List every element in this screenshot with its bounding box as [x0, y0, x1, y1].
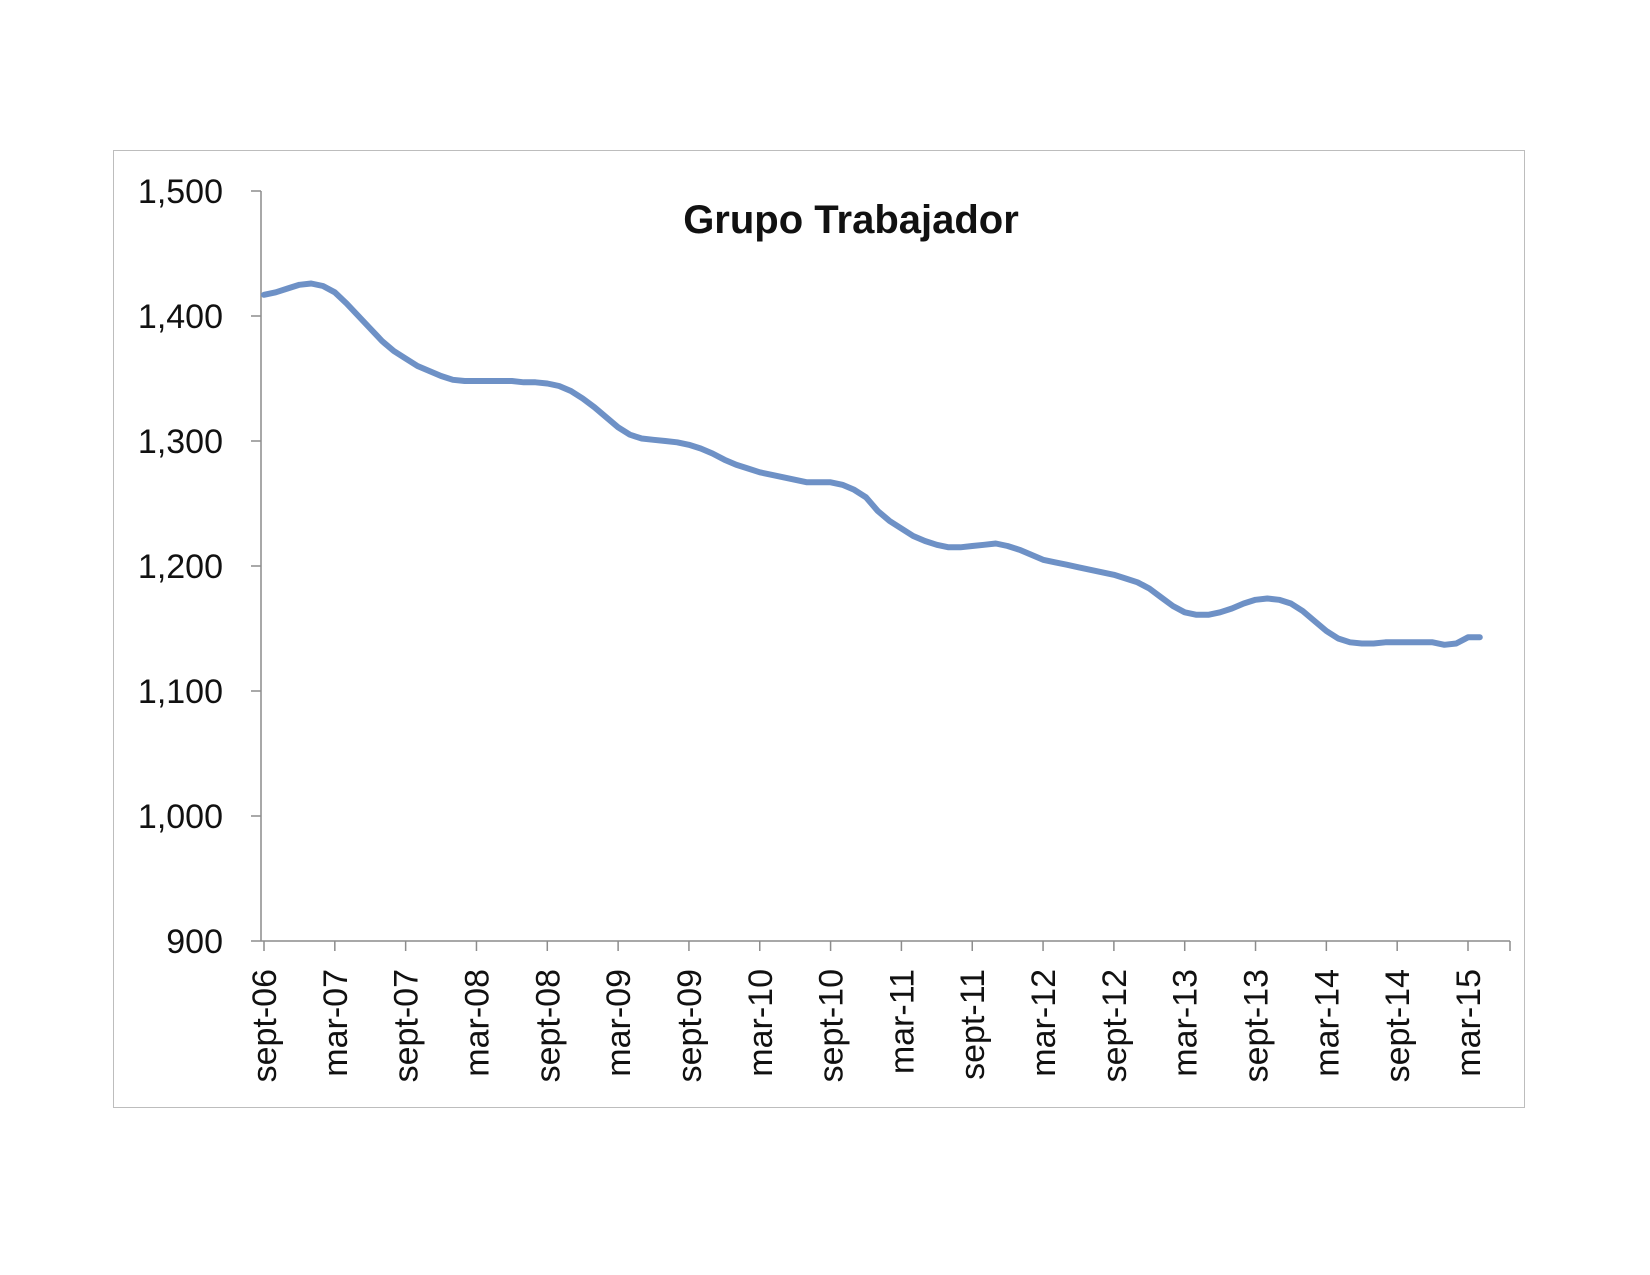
- x-tick-label: mar-14: [1308, 969, 1346, 1077]
- y-tick-label: 1,500: [138, 173, 223, 211]
- y-tick-label: 1,200: [138, 548, 223, 586]
- y-tick-label: 1,100: [138, 673, 223, 711]
- x-tick-label: mar-13: [1167, 969, 1205, 1077]
- chart-title: Grupo Trabajador: [683, 198, 1019, 242]
- x-tick-label: sept-11: [954, 969, 992, 1080]
- y-tick-label: 1,400: [138, 298, 223, 336]
- axes: [251, 190, 1511, 951]
- x-tick-label: sept-07: [388, 969, 426, 1082]
- x-tick-label: mar-09: [600, 969, 638, 1077]
- x-tick-label: sept-14: [1379, 969, 1417, 1082]
- tick-labels: 900 1,000 1,100 1,200 1,300 1,400 1,500 sept-06…: [138, 173, 1488, 1082]
- x-tick-label: sept-12: [1096, 969, 1134, 1082]
- y-tick-label: 1,300: [138, 423, 223, 461]
- x-tick-label: sept-09: [671, 969, 709, 1082]
- x-tick-label: mar-07: [317, 969, 355, 1077]
- x-tick-label: mar-11: [883, 969, 921, 1074]
- x-tick-label: sept-13: [1238, 969, 1276, 1082]
- y-tick-label: 1,000: [138, 798, 223, 836]
- x-tick-label: mar-15: [1450, 969, 1488, 1077]
- x-tick-label: mar-08: [458, 969, 496, 1077]
- x-tick-label: mar-10: [742, 969, 780, 1077]
- x-tick-label: sept-10: [813, 969, 851, 1082]
- x-tick-label: mar-12: [1025, 969, 1063, 1077]
- chart-frame: 900 1,000 1,100 1,200 1,300 1,400 1,500 sept-06…: [113, 150, 1525, 1108]
- series-line: [261, 280, 1483, 648]
- x-tick-label: sept-08: [529, 969, 567, 1082]
- x-tick-label: sept-06: [246, 969, 284, 1082]
- line-chart: 900 1,000 1,100 1,200 1,300 1,400 1,500 sept-06…: [138, 173, 1511, 1082]
- y-tick-label: 900: [166, 923, 223, 961]
- series-layer: [261, 280, 1483, 648]
